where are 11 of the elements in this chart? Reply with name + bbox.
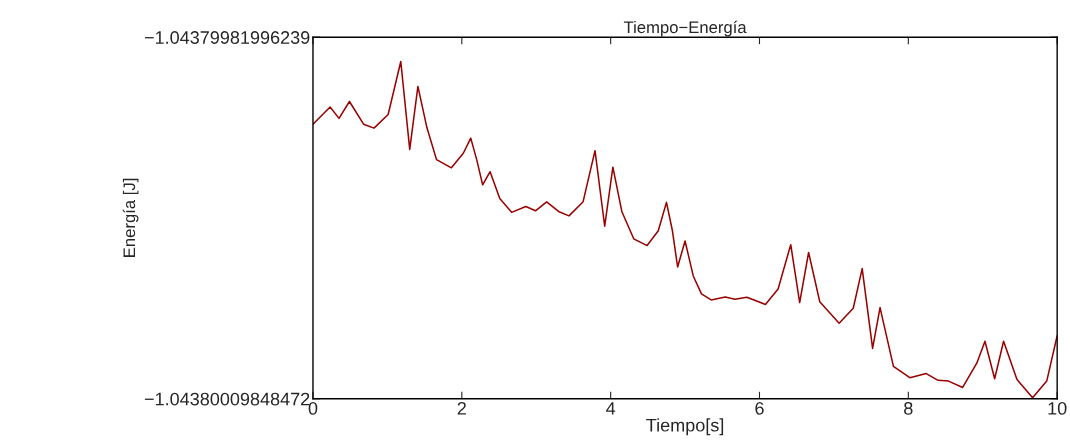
x-tick-label: 8 <box>904 401 913 415</box>
x-tick-label: 6 <box>755 401 764 415</box>
x-tick-label: 4 <box>606 402 616 415</box>
x-tick-label: 2 <box>457 401 466 415</box>
chart-title: Tiempo−Energía <box>623 20 747 37</box>
y-tick-label: −1.04380009848472 <box>144 392 310 406</box>
y-tick-label: −1.04379981996239 <box>144 31 310 44</box>
x-tick-label: 0 <box>308 401 318 415</box>
x-axis-title: Tiempo[s] <box>646 418 724 436</box>
y-axis-title: Energía [J] <box>122 178 139 257</box>
x-tick-label: 10 <box>1048 401 1067 415</box>
